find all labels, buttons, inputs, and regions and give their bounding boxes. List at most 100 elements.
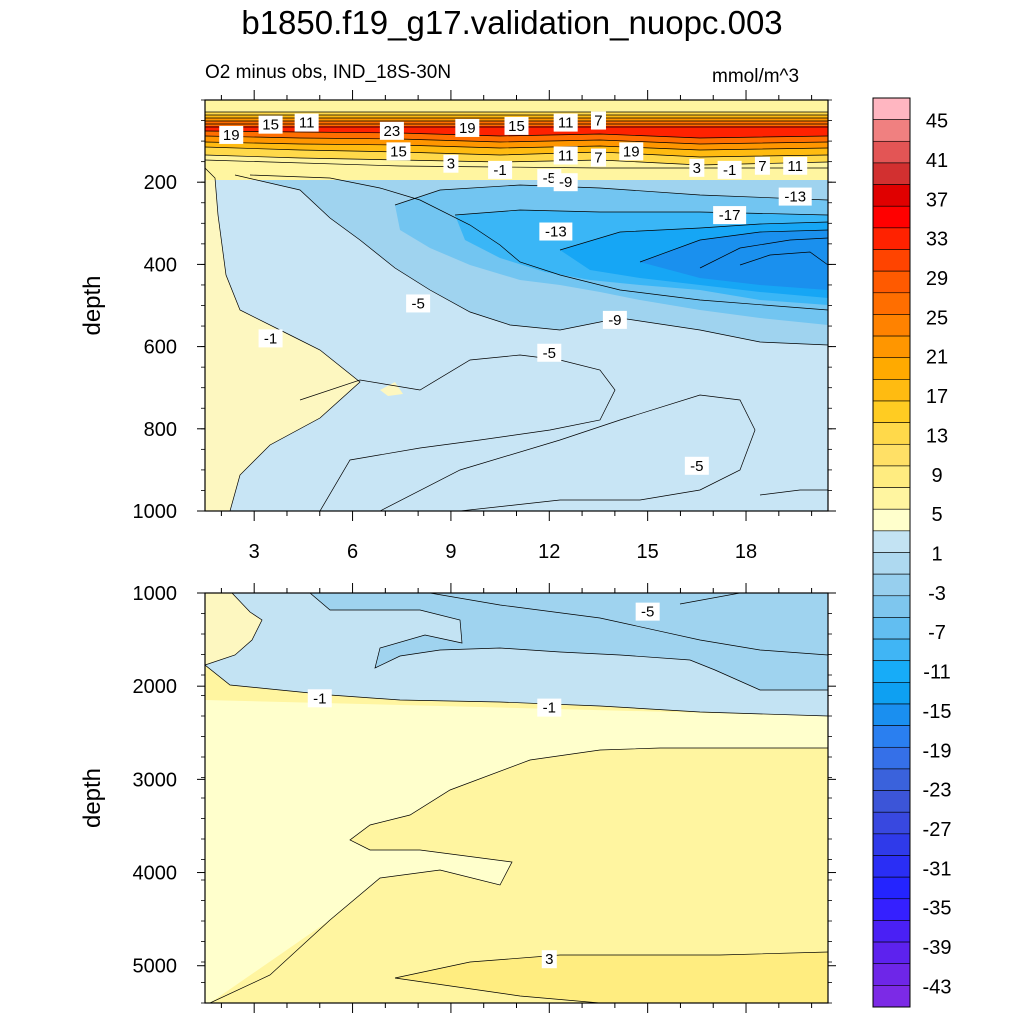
contour-label-bg <box>537 698 562 717</box>
axes: 200 400 600 800 1000 depth 3 6 9 12 15 18 1000 2000 30… <box>79 90 836 1013</box>
contour-label-bg <box>590 111 606 130</box>
region-neg7 <box>310 593 828 690</box>
colorbar-swatch <box>872 552 911 575</box>
colorbar-label: -7 <box>928 622 946 644</box>
contour-label: 7 <box>590 148 606 167</box>
region-coast <box>205 593 262 665</box>
contour-label-bg <box>219 125 244 144</box>
colorbar-swatch <box>872 335 911 359</box>
colorbar-swatch <box>872 487 911 510</box>
colorbar: 45 41 37 33 29 25 21 17 13 9 5 1 -3 -7 -11 -15 -19 -23 -27… <box>872 97 952 1008</box>
contour-label-bg <box>713 206 747 225</box>
contour-label-text: -5 <box>411 295 424 312</box>
colorbar-swatch <box>872 249 911 272</box>
contour-label-text: -5 <box>543 170 556 187</box>
colorbar-label: 5 <box>931 504 942 526</box>
y-tick-label: 800 <box>144 419 177 441</box>
colorbar-swatch <box>872 811 911 835</box>
contour-label-bg <box>386 142 411 161</box>
colorbar-swatch <box>872 638 911 662</box>
contour-label: 19 <box>219 125 244 144</box>
y-tick-label: 3000 <box>133 769 178 791</box>
y-tick-label: 1000 <box>133 583 178 605</box>
contour-label: -5 <box>684 456 709 475</box>
colorbar-label: 21 <box>926 347 948 369</box>
contour-label-text: -17 <box>719 207 741 224</box>
colorbar-label: 45 <box>926 111 948 133</box>
y-tick-label: 5000 <box>133 956 178 978</box>
contour-label-bg <box>488 160 513 179</box>
y-tick-label: 600 <box>144 337 177 359</box>
colorbar-swatch <box>872 595 911 618</box>
colorbar-label: -23 <box>923 780 952 802</box>
colorbar-label: 13 <box>926 425 948 447</box>
contour-label: -1 <box>717 160 742 179</box>
contour-label-text: -1 <box>723 162 736 179</box>
colorbar-label: -3 <box>928 583 946 605</box>
contour-label-text: 3 <box>545 951 553 968</box>
region-pos3 <box>210 748 828 1003</box>
colorbar-swatch <box>872 573 911 597</box>
colorbar-swatch <box>872 530 911 553</box>
colorbar-label: 29 <box>926 268 948 290</box>
contour-label-bg <box>537 343 562 362</box>
contour-label-text: 7 <box>758 158 766 175</box>
colorbar-label: -27 <box>923 819 952 841</box>
contour-label-bg <box>717 160 742 179</box>
contour-label-bg <box>635 602 660 621</box>
contour-label-text: -1 <box>313 690 326 707</box>
colorbar-swatch <box>872 314 911 337</box>
contour-label: 11 <box>294 113 319 132</box>
contour-label-text: -5 <box>690 458 703 475</box>
contour-label: -1 <box>488 160 513 179</box>
colorbar-label: 17 <box>926 386 948 408</box>
contour-label-text: 23 <box>384 123 401 140</box>
colorbar-swatch <box>872 227 911 250</box>
contour-label-bg <box>754 156 770 175</box>
contour-label: -1 <box>307 689 332 708</box>
y-tick-label: 4000 <box>133 863 178 885</box>
colorbar-swatch <box>872 855 911 878</box>
contour-label-text: 11 <box>558 115 574 132</box>
colorbar-swatch <box>872 119 911 142</box>
y-tick-label: 2000 <box>133 676 178 698</box>
colorbar-label: -19 <box>923 740 952 762</box>
contour-label-bg <box>379 121 404 140</box>
contour-label-text: -1 <box>493 162 506 179</box>
region-blob <box>768 412 798 432</box>
contour-label-text: -1 <box>543 700 556 717</box>
y-tick-label: 200 <box>144 172 177 194</box>
x-tick-label: 6 <box>347 541 358 563</box>
contour-label-bg <box>307 689 332 708</box>
colorbar-swatch <box>872 703 911 726</box>
contour-label-text: -1 <box>264 330 277 347</box>
contour-label: -5 <box>537 343 562 362</box>
contour-label-text: 15 <box>508 118 525 135</box>
colorbar-swatch <box>872 660 911 683</box>
contour-label-bg <box>258 329 283 348</box>
contour-label-text: -9 <box>608 312 621 329</box>
contour-label: -1 <box>537 698 562 717</box>
colorbar-swatch <box>872 184 911 207</box>
contour-label: -17 <box>713 206 747 225</box>
contour-label: 23 <box>379 121 404 140</box>
colorbar-swatch <box>872 725 911 748</box>
contour-label: 3 <box>443 154 459 173</box>
colorbar-label: -43 <box>923 976 952 998</box>
colorbar-label: -15 <box>923 701 952 723</box>
contour-label-text: 19 <box>223 127 240 144</box>
colorbar-swatch <box>872 443 911 467</box>
x-tick-label: 9 <box>445 541 456 563</box>
colorbar-swatch <box>872 270 911 294</box>
contour-label-bg <box>553 173 578 192</box>
contour-label: 11 <box>783 156 808 175</box>
contour-label: -9 <box>602 310 627 329</box>
units-label: mmol/m^3 <box>712 66 800 87</box>
contour-label-text: 7 <box>594 150 602 167</box>
colorbar-swatch <box>872 617 911 640</box>
colorbar-frame <box>872 97 911 1008</box>
contour-label-bg <box>783 156 808 175</box>
contour-label-text: 15 <box>262 117 279 134</box>
